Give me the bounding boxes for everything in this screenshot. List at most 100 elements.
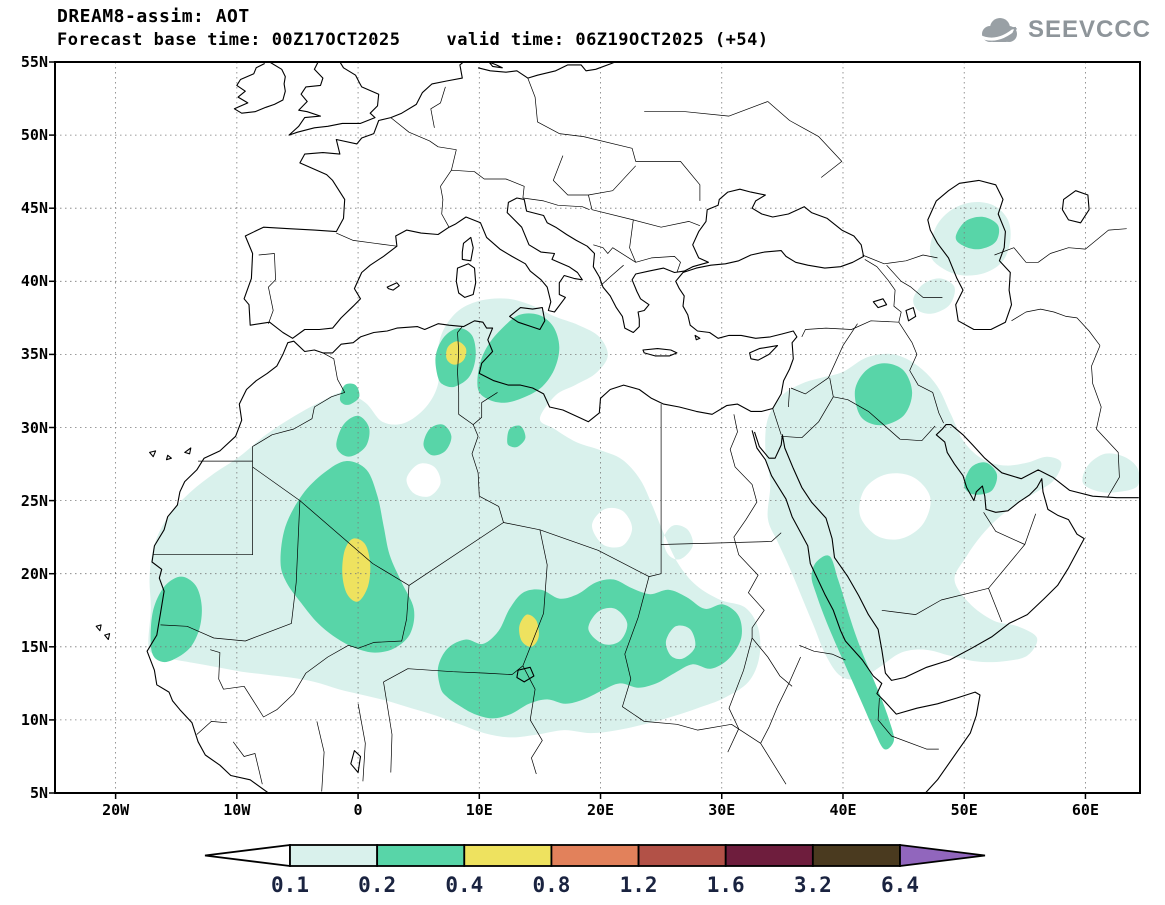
country-border (660, 404, 782, 545)
country-border (252, 352, 346, 462)
lon-label-60E: 60E (1071, 801, 1099, 819)
country-border (644, 101, 768, 117)
legend-segment-3 (550, 844, 640, 867)
country-border (994, 228, 1127, 263)
country-border (252, 466, 504, 586)
contour-region-0.1-nw-iran (913, 278, 955, 314)
contour-region-0.2-libya-spot (507, 425, 526, 448)
country-border (153, 461, 253, 556)
forecast-times: Forecast base time: 00Z17OCT2025 valid ti… (57, 30, 769, 50)
coastline-sicily (509, 307, 546, 331)
legend-label-1.2: 1.2 (620, 873, 658, 897)
lat-label-50N: 50N (20, 126, 48, 145)
country-border (790, 323, 858, 395)
country-border (781, 396, 834, 439)
coastline-cape-verde-1 (95, 624, 102, 632)
river (729, 414, 765, 638)
contour-region-0.4-tunisia-core (446, 341, 467, 365)
page-title: DREAM8-assim: AOT (57, 6, 250, 27)
country-border (522, 529, 548, 666)
river (727, 637, 753, 753)
coastline-crete (642, 348, 678, 357)
lon-label-10W: 10W (223, 801, 251, 819)
cloud-icon (978, 18, 1017, 42)
country-border (357, 703, 366, 782)
contour-region-0.2-north-saudi-iraq (854, 363, 913, 426)
legend-segment-1 (376, 844, 466, 867)
contour-region-0.2-sahel-belt (437, 579, 742, 719)
legend-segment-4 (637, 844, 727, 867)
country-border (336, 232, 397, 247)
country-border (1091, 345, 1102, 430)
country-border (1011, 308, 1101, 346)
country-border (440, 169, 525, 228)
legend-label-0.1: 0.1 (271, 873, 309, 897)
coastline-danish-isles (488, 62, 503, 69)
legend-label-6.4: 6.4 (881, 873, 919, 897)
coastline-aral-sea (1061, 190, 1090, 224)
country-border (383, 681, 393, 773)
lat-label-10N: 10N (20, 710, 48, 729)
contour-region-0.2-nw-algeria-lobe (336, 415, 370, 457)
lon-label-0: 0 (353, 801, 363, 819)
coastline-corsica (461, 236, 474, 262)
country-border (160, 500, 301, 642)
contour-region-0.2-grand-erg (423, 424, 452, 456)
lat-label-5N: 5N (29, 784, 48, 802)
base-time-text: Forecast base time: 00Z17OCT2025 (57, 30, 401, 50)
country-border (503, 522, 662, 577)
legend-label-0.8: 0.8 (532, 873, 570, 897)
contour-region-0.2-caspian-core (955, 216, 1000, 250)
seevccc-logo: SEEVCCC (975, 14, 1151, 46)
country-border (772, 408, 782, 435)
country-border (232, 741, 263, 785)
country-border (390, 117, 457, 171)
country-border (644, 721, 787, 785)
legend-arrow-left (204, 843, 291, 868)
valid-time-text: valid time: 06Z19OCT2025 (+54) (446, 30, 769, 50)
country-border (522, 665, 543, 775)
legend-label-0.4: 0.4 (445, 873, 483, 897)
country-border (471, 392, 504, 523)
coastline-sinai-arabia-iran (753, 424, 1139, 681)
lake (350, 750, 362, 774)
coastline-ireland (233, 62, 286, 114)
legend-label-1.6: 1.6 (707, 873, 745, 897)
lat-label-15N: 15N (20, 637, 48, 656)
country-border (898, 322, 944, 424)
country-border (316, 721, 325, 792)
coastline-rhodes (694, 334, 701, 341)
country-border (258, 253, 276, 324)
country-border (983, 512, 1025, 545)
country-border (801, 320, 899, 338)
coastline-britain (288, 62, 380, 136)
country-border (629, 219, 681, 273)
lake (872, 298, 888, 309)
country-border (430, 86, 446, 128)
country-border (767, 101, 843, 178)
contour-region-0.2-persian-gulf (964, 462, 998, 495)
lon-label-10E: 10E (465, 801, 493, 819)
lon-label-20W: 20W (102, 801, 130, 819)
coastline-africa-europe-mainland (146, 62, 865, 793)
country-border (886, 264, 943, 298)
country-border (600, 264, 624, 286)
country-border (552, 155, 636, 196)
country-border (788, 387, 790, 408)
country-border (196, 721, 228, 735)
country-border (527, 77, 701, 201)
lake (516, 666, 535, 683)
country-border (881, 513, 1037, 615)
color-scale-legend: 0.1 0.2 0.4 0.8 1.2 1.6 3.2 6.4 (204, 843, 986, 897)
country-border (988, 588, 1003, 623)
contour-region-0.2-sicily-strait (477, 313, 560, 403)
header: DREAM8-assim: AOT Forecast base time: 00… (57, 6, 769, 50)
country-border (522, 197, 590, 211)
country-border (457, 326, 474, 425)
forecast-map (49, 61, 1141, 799)
lat-label-55N: 55N (20, 53, 48, 71)
country-border (210, 585, 410, 718)
lat-label-30N: 30N (20, 418, 48, 437)
country-border (383, 665, 524, 683)
coastline-cape-verde-2 (104, 633, 111, 641)
